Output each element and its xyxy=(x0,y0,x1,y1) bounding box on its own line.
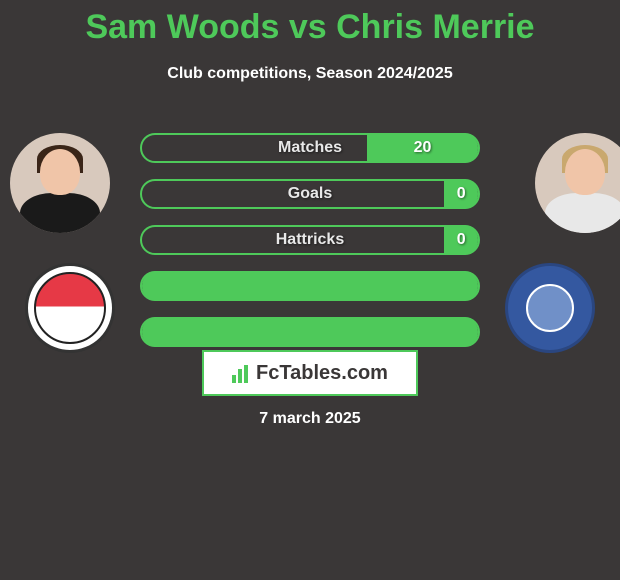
stat-rows: Matches 20 Goals 0 Hattricks 0 Goals per… xyxy=(140,133,480,363)
stat-label: Hattricks xyxy=(276,231,344,249)
stat-fill: 0 xyxy=(444,225,478,255)
stat-row-matches: Matches 20 xyxy=(140,133,480,163)
stat-row-goals: Goals 0 xyxy=(140,179,480,209)
brand-text: FcTables.com xyxy=(256,362,388,385)
stat-row-hattricks: Hattricks 0 xyxy=(140,225,480,255)
player-left-avatar xyxy=(10,133,110,233)
date-text: 7 march 2025 xyxy=(0,410,620,428)
stat-fill xyxy=(142,317,478,347)
season-subtitle: Club competitions, Season 2024/2025 xyxy=(0,65,620,83)
stat-fill: 0 xyxy=(444,179,478,209)
stat-value: 0 xyxy=(457,185,466,203)
avatar-body xyxy=(545,193,620,233)
avatar-head xyxy=(40,149,80,195)
stat-row-goals-per-match: Goals per match xyxy=(140,271,480,301)
comparison-area: Matches 20 Goals 0 Hattricks 0 Goals per… xyxy=(0,113,620,363)
stat-label: Goals xyxy=(288,185,332,203)
stat-fill xyxy=(142,271,478,301)
branding-box: FcTables.com xyxy=(202,350,418,396)
avatar-body xyxy=(20,193,100,233)
avatar-head xyxy=(565,149,605,195)
club-badge-left xyxy=(25,263,115,353)
player-right-avatar xyxy=(535,133,620,233)
stat-value: 0 xyxy=(457,231,466,249)
club-badge-right xyxy=(505,263,595,353)
chart-icon xyxy=(232,363,252,383)
stat-value: 20 xyxy=(414,139,432,157)
stat-row-min-per-goal: Min per goal xyxy=(140,317,480,347)
stat-fill: 20 xyxy=(367,133,478,163)
stat-label: Matches xyxy=(278,139,342,157)
page-title: Sam Woods vs Chris Merrie xyxy=(0,0,620,47)
